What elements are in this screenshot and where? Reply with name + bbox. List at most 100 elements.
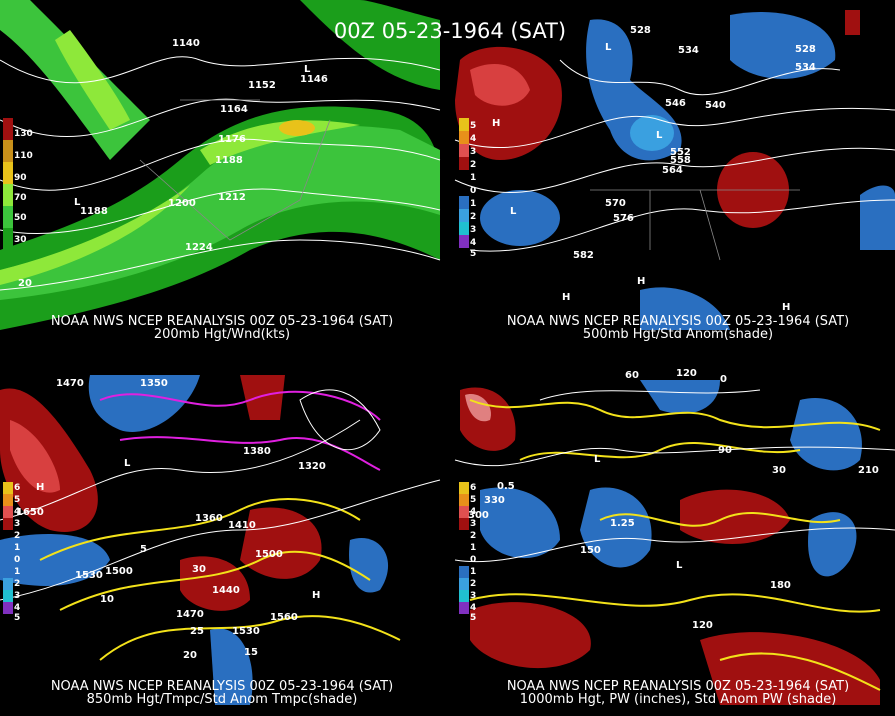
contour-label: 1188 bbox=[80, 206, 108, 217]
colorbar-label: 3 bbox=[470, 519, 476, 529]
colorbar-label: 2 bbox=[470, 160, 476, 170]
high-marker: H bbox=[312, 590, 320, 601]
contour-label: 1530 bbox=[75, 570, 103, 581]
colorbar-label: 0 bbox=[14, 555, 20, 565]
high-marker: H bbox=[562, 292, 570, 303]
contour-label: 1500 bbox=[255, 549, 283, 560]
colorbar-label: 5 bbox=[470, 613, 476, 623]
contour-label: 1560 bbox=[270, 612, 298, 623]
contour-label: 564 bbox=[662, 165, 683, 176]
colorbar-label: 1 bbox=[470, 173, 476, 183]
contour-label: 20 bbox=[18, 278, 32, 289]
panel-caption: 200mb Hgt/Wnd(kts) bbox=[154, 327, 290, 342]
colorbar-label: 4 bbox=[470, 603, 476, 613]
panel-caption: 850mb Hgt/Tmpc/Std Anom Tmpc(shade) bbox=[87, 692, 358, 707]
contour-label: 0 bbox=[720, 374, 727, 385]
contour-label: 1380 bbox=[243, 446, 271, 457]
colorbar-label: 1 bbox=[14, 543, 20, 553]
colorbar-label: 0 bbox=[470, 555, 476, 565]
contour-label: 1440 bbox=[212, 585, 240, 596]
colorbar-label: 4 bbox=[470, 238, 476, 248]
panel-caption: NOAA NWS NCEP REANALYSIS 00Z 05-23-1964 … bbox=[51, 314, 393, 329]
temperature-label: 5 bbox=[140, 544, 147, 555]
contour-label: 120 bbox=[676, 368, 697, 379]
colorbar-label: 4 bbox=[470, 134, 476, 144]
low-marker: L bbox=[74, 197, 81, 208]
colorbar-label: 130 bbox=[14, 129, 33, 139]
temperature-label: 30 bbox=[192, 564, 206, 575]
panel-200mb: 130 110 90 70 50 30 1140 1152 1146 1164 … bbox=[0, 0, 441, 342]
colorbar-label: 4 bbox=[14, 603, 20, 613]
colorbar-label: 30 bbox=[14, 235, 27, 245]
colorbar-label: 1 bbox=[14, 567, 20, 577]
contour-label: 1140 bbox=[172, 38, 200, 49]
contour-label: 570 bbox=[605, 198, 626, 209]
low-marker: L bbox=[510, 206, 517, 217]
contour-label: 528 bbox=[795, 44, 816, 55]
contour-label: 540 bbox=[705, 100, 726, 111]
contour-label: 1152 bbox=[248, 80, 276, 91]
contour-label: 546 bbox=[665, 98, 686, 109]
contour-label: 120 bbox=[692, 620, 713, 631]
colorbar-label: 3 bbox=[14, 519, 20, 529]
contour-label: 180 bbox=[770, 580, 791, 591]
colorbar-label: 5 bbox=[470, 495, 476, 505]
contour-label: 90 bbox=[718, 445, 732, 456]
contour-label: 1500 bbox=[105, 566, 133, 577]
contour-label: 576 bbox=[613, 213, 634, 224]
colorbar-label: 90 bbox=[14, 173, 27, 183]
high-marker: H bbox=[782, 302, 790, 313]
contour-label: 1650 bbox=[16, 507, 44, 518]
colorbar-label: 5 bbox=[14, 613, 20, 623]
contour-label: 528 bbox=[630, 25, 651, 36]
high-marker: H bbox=[637, 276, 645, 287]
colorbar-label: 2 bbox=[470, 212, 476, 222]
low-marker: L bbox=[605, 42, 612, 53]
contour-label: 1410 bbox=[228, 520, 256, 531]
colorbar-label: 5 bbox=[14, 495, 20, 505]
high-marker: H bbox=[36, 482, 44, 493]
contour-label: 1146 bbox=[300, 74, 328, 85]
contour-label: 330 bbox=[484, 495, 505, 506]
panel-caption: 1000mb Hgt, PW (inches), Std Anom PW (sh… bbox=[520, 692, 837, 707]
temperature-label: 15 bbox=[244, 647, 258, 658]
colorbar-label: 5 bbox=[470, 249, 476, 259]
panel-caption: 500mb Hgt/Std Anom(shade) bbox=[583, 327, 773, 342]
colorbar-label: 110 bbox=[14, 151, 33, 161]
panel-850mb: 6 5 4 3 2 1 0 1 2 3 4 5 1470 1350 1320 1… bbox=[0, 375, 441, 707]
colorbar-label: 4 bbox=[470, 507, 476, 517]
colorbar-label: 1 bbox=[470, 199, 476, 209]
contour-label: 1470 bbox=[56, 378, 84, 389]
colorbar-label: 4 bbox=[14, 507, 20, 517]
contour-label: 1212 bbox=[218, 192, 246, 203]
contour-label: 582 bbox=[573, 250, 594, 261]
low-marker: L bbox=[676, 560, 683, 571]
colorbar-label: 2 bbox=[14, 579, 20, 589]
contour-label: 150 bbox=[580, 545, 601, 556]
high-marker: H bbox=[492, 118, 500, 129]
panel-1000mb: 6 5 4 3 2 1 0 1 2 3 4 5 120 60 0 90 30 2… bbox=[454, 368, 895, 707]
panel-caption: NOAA NWS NCEP REANALYSIS 00Z 05-23-1964 … bbox=[507, 314, 849, 329]
colorbar-label: 6 bbox=[14, 483, 20, 493]
contour-label: 1176 bbox=[218, 134, 246, 145]
colorbar-label: 3 bbox=[470, 147, 476, 157]
contour-label: 1164 bbox=[220, 104, 248, 115]
contour-label: 30 bbox=[772, 465, 786, 476]
colorbar-label: 3 bbox=[470, 591, 476, 601]
temperature-label: 20 bbox=[183, 650, 197, 661]
colorbar-label: 1 bbox=[470, 543, 476, 553]
contour-label: 1360 bbox=[195, 513, 223, 524]
contour-label: 1320 bbox=[298, 461, 326, 472]
temperature-label: 25 bbox=[190, 626, 204, 637]
contour-label: 1530 bbox=[232, 626, 260, 637]
colorbar-label: 6 bbox=[470, 483, 476, 493]
colorbar-label: 3 bbox=[470, 225, 476, 235]
main-title: 00Z 05-23-1964 (SAT) bbox=[334, 19, 566, 43]
low-marker: L bbox=[304, 64, 311, 75]
panel-caption: NOAA NWS NCEP REANALYSIS 00Z 05-23-1964 … bbox=[507, 679, 849, 694]
pw-label: 1.25 bbox=[610, 518, 635, 529]
contour-label: 60 bbox=[625, 370, 639, 381]
pw-label: 0.5 bbox=[497, 481, 515, 492]
colorbar-label: 70 bbox=[14, 193, 27, 203]
